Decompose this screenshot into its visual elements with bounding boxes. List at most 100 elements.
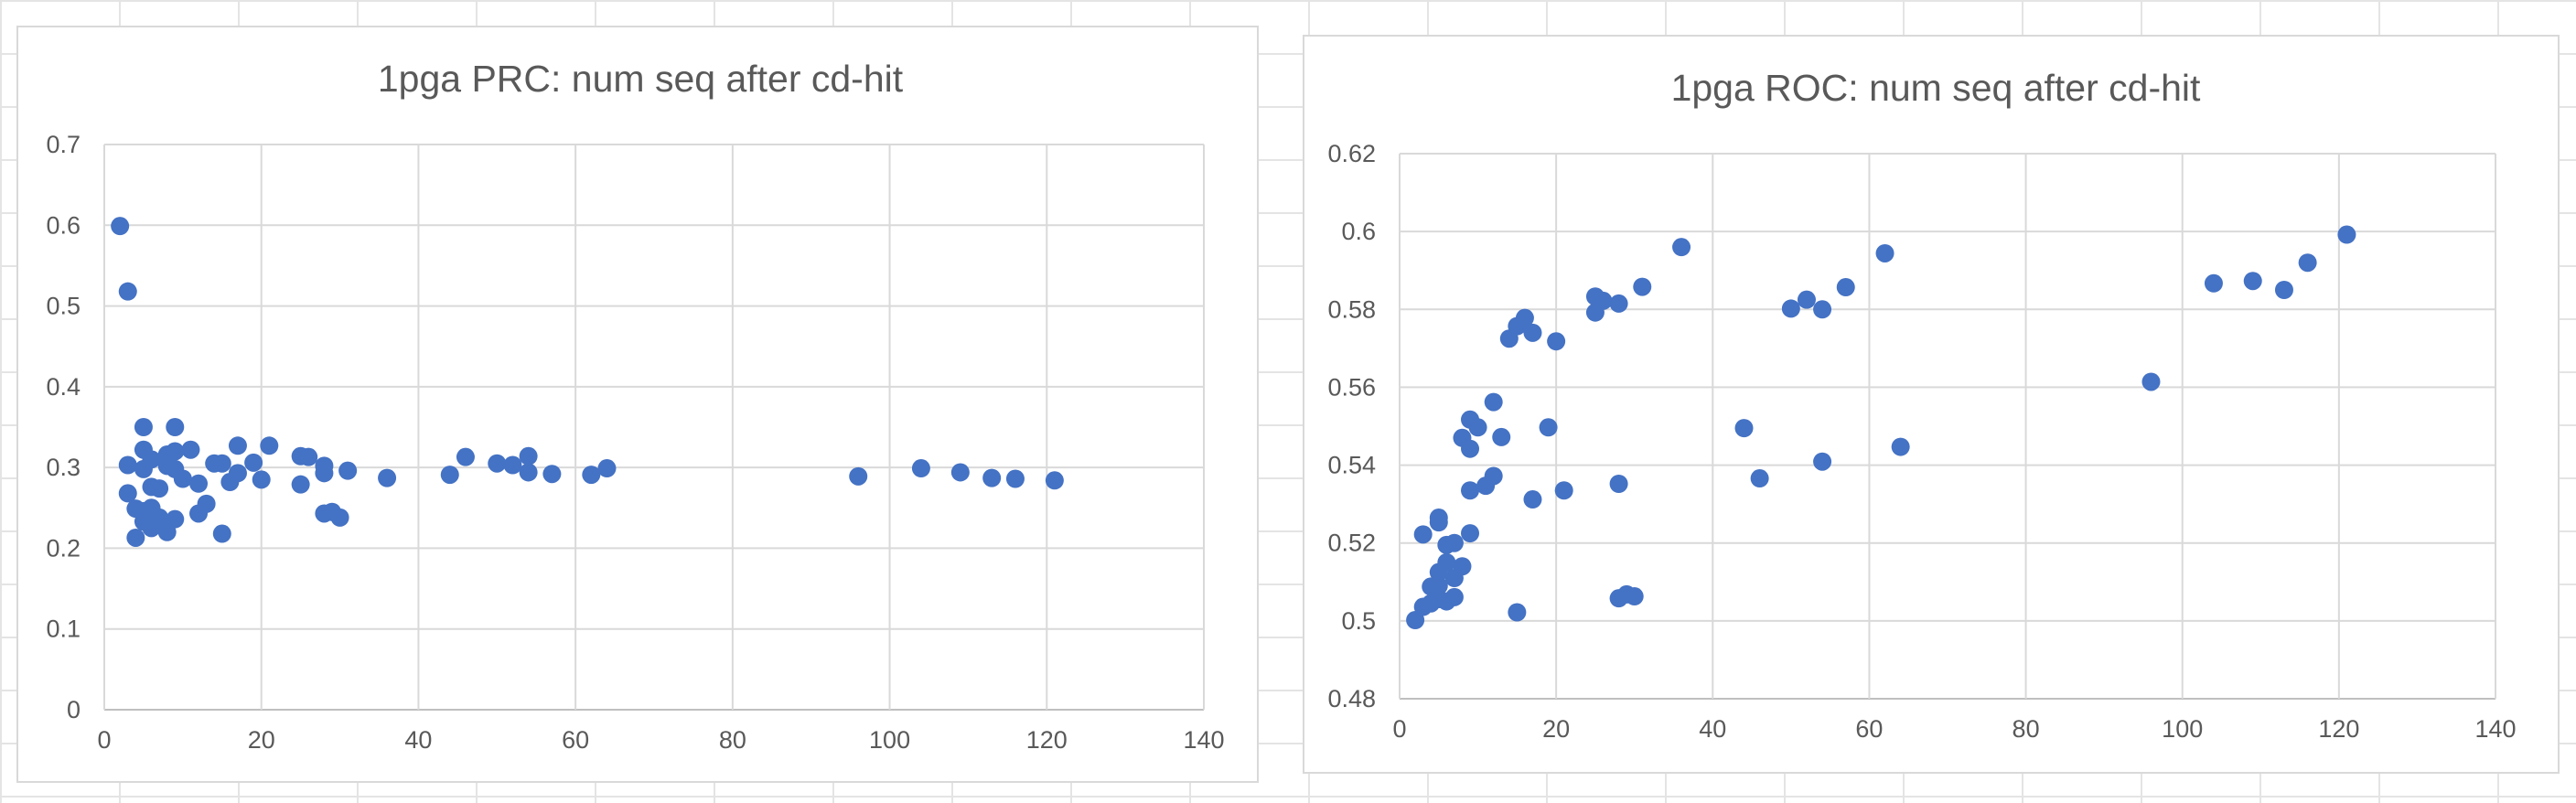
prc-data-point — [982, 468, 1002, 487]
prc-y-tick-label: 0.3 — [46, 454, 80, 481]
roc-data-point — [1484, 466, 1503, 486]
prc-data-point — [244, 453, 263, 472]
prc-y-tick-label: 0.5 — [46, 293, 80, 320]
roc-x-tick-label: 40 — [1699, 715, 1726, 743]
prc-data-point — [488, 454, 507, 473]
roc-data-point — [1539, 418, 1558, 437]
prc-data-point — [212, 524, 231, 543]
prc-data-point — [315, 464, 334, 483]
prc-data-point — [519, 446, 538, 466]
prc-data-point — [118, 484, 137, 503]
prc-data-point — [134, 418, 153, 436]
roc-data-point — [1891, 437, 1910, 456]
prc-y-tick-label: 0 — [67, 696, 80, 723]
roc-data-point — [1461, 524, 1480, 543]
prc-data-point — [212, 454, 231, 473]
prc-data-point — [118, 455, 137, 475]
prc-data-point — [189, 474, 209, 493]
prc-x-tick-label: 60 — [562, 726, 589, 754]
roc-data-point — [2298, 253, 2317, 273]
roc-x-tick-label: 140 — [2474, 715, 2516, 743]
prc-y-tick-label: 0.2 — [46, 534, 80, 562]
prc-data-point — [181, 440, 200, 459]
prc-data-point — [597, 459, 617, 478]
roc-data-point — [1484, 392, 1503, 412]
prc-data-point — [126, 528, 145, 547]
roc-x-tick-label: 120 — [2318, 715, 2359, 743]
prc-data-point — [911, 459, 930, 478]
roc-data-point — [1750, 469, 1769, 488]
roc-data-point — [1508, 603, 1527, 622]
roc-data-point — [1429, 513, 1448, 532]
roc-data-point — [1429, 576, 1448, 595]
roc-data-point — [1609, 475, 1628, 494]
roc-x-tick-label: 60 — [1855, 715, 1883, 743]
roc-data-point — [1437, 553, 1456, 572]
prc-x-tick-label: 80 — [719, 726, 746, 754]
roc-data-point — [1836, 278, 1855, 297]
roc-y-tick-label: 0.48 — [1327, 685, 1376, 712]
prc-data-point — [1005, 469, 1025, 488]
roc-data-point — [1633, 277, 1652, 296]
roc-y-tick-label: 0.54 — [1327, 452, 1376, 479]
roc-data-point — [1468, 418, 1487, 437]
roc-data-point — [2141, 372, 2161, 391]
prc-chart[interactable]: 1pga PRC: num seq after cd-hit 0 0.1 0.2 0.… — [16, 26, 1259, 783]
roc-data-point — [1413, 525, 1433, 544]
roc-data-point — [1523, 323, 1542, 342]
prc-x-tick-label: 140 — [1183, 726, 1224, 754]
prc-data-point — [542, 465, 562, 484]
prc-data-point — [291, 475, 310, 494]
prc-chart-title: 1pga PRC: num seq after cd-hit — [378, 58, 904, 100]
prc-data-point — [503, 455, 522, 475]
prc-x-tick-label: 0 — [97, 726, 111, 754]
roc-x-tick-label: 100 — [2162, 715, 2203, 743]
prc-y-tick-label: 0.6 — [46, 211, 80, 239]
prc-data-point — [142, 450, 161, 469]
roc-y-tick-labels: 0.48 0.5 0.52 0.54 0.56 0.58 0.6 0.62 — [1327, 140, 1376, 712]
prc-data-point — [456, 447, 475, 466]
roc-y-tick-label: 0.6 — [1341, 218, 1376, 245]
prc-data-point — [260, 436, 279, 455]
roc-x-tick-labels: 0 20 40 60 80 100 120 140 — [1392, 715, 2516, 743]
roc-gridlines — [1399, 153, 2496, 700]
roc-data-point — [1492, 427, 1511, 446]
prc-x-tick-labels: 0 20 40 60 80 100 120 140 — [97, 726, 1224, 754]
roc-data-point — [2243, 272, 2262, 291]
prc-data-point — [582, 466, 601, 485]
roc-data-points — [1406, 225, 2356, 630]
prc-data-point — [1045, 471, 1064, 490]
roc-x-tick-label: 0 — [1392, 715, 1406, 743]
roc-y-tick-label: 0.5 — [1341, 607, 1376, 635]
prc-data-point — [166, 442, 185, 461]
prc-gridlines — [103, 144, 1205, 711]
roc-data-point — [1609, 294, 1628, 313]
prc-data-point — [440, 466, 459, 485]
roc-chart-title: 1pga ROC: num seq after cd-hit — [1671, 67, 2201, 109]
prc-x-tick-label: 100 — [869, 726, 910, 754]
roc-data-point — [1813, 300, 1832, 319]
prc-y-tick-labels: 0 0.1 0.2 0.3 0.4 0.5 0.6 0.7 — [46, 131, 80, 723]
prc-y-tick-label: 0.1 — [46, 616, 80, 643]
roc-data-point — [1813, 452, 1832, 471]
roc-data-point — [1672, 238, 1691, 257]
roc-x-tick-label: 20 — [1542, 715, 1570, 743]
prc-data-point — [378, 468, 397, 487]
prc-data-point — [111, 217, 130, 236]
prc-data-point — [299, 447, 318, 466]
roc-data-point — [1444, 533, 1464, 552]
roc-data-point — [1625, 587, 1644, 606]
prc-y-tick-label: 0.7 — [46, 131, 80, 158]
prc-x-tick-label: 120 — [1026, 726, 1068, 754]
roc-y-tick-label: 0.52 — [1327, 530, 1376, 557]
roc-chart[interactable]: 1pga ROC: num seq after cd-hit 0.48 0.5 0.… — [1303, 35, 2560, 774]
roc-data-point — [1453, 557, 1472, 576]
prc-data-points — [111, 217, 1064, 547]
roc-data-point — [2274, 281, 2293, 299]
roc-data-point — [1444, 587, 1464, 606]
prc-data-point — [330, 508, 349, 527]
roc-chart-svg: 1pga ROC: num seq after cd-hit 0.48 0.5 0.… — [1327, 67, 2516, 743]
prc-data-point — [950, 463, 970, 482]
roc-data-point — [2337, 225, 2356, 244]
